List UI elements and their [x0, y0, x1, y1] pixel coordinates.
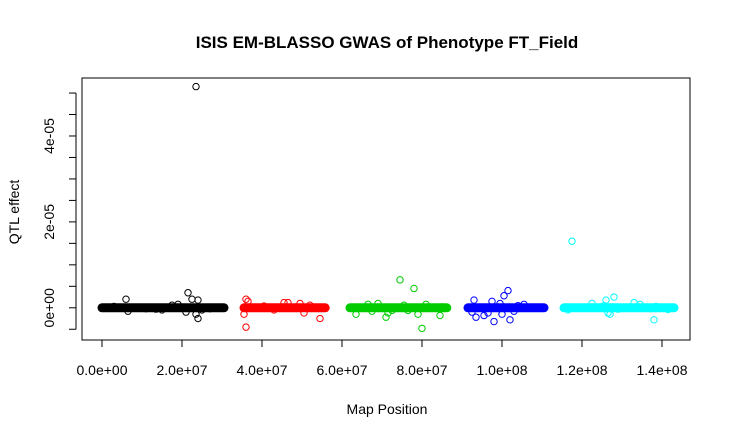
x-axis: 0.0e+00 2.0e+07 4.0e+07 6.0e+07 8.0e+07 1.0e+… — [77, 339, 688, 378]
data-point — [192, 82, 200, 91]
data-point — [122, 295, 130, 303]
data-point — [182, 308, 190, 316]
data-point — [510, 307, 518, 315]
data-point — [520, 300, 528, 309]
data-point — [472, 313, 480, 321]
data-point — [652, 302, 660, 311]
y-tick-label: 4e-05 — [41, 118, 57, 154]
x-tick-label: 1.0e+08 — [477, 362, 528, 378]
data-point — [610, 293, 618, 301]
data-point — [242, 295, 250, 303]
data-point — [470, 296, 478, 304]
data-point — [270, 306, 278, 314]
data-point — [352, 310, 360, 318]
data-point — [614, 305, 622, 313]
x-tick-label: 2.0e+07 — [157, 362, 208, 378]
data-point — [316, 314, 324, 323]
data-point — [388, 306, 396, 315]
data-point — [382, 313, 390, 321]
data-point — [198, 306, 206, 314]
data-point — [498, 310, 506, 318]
data-point — [384, 309, 392, 317]
data-point — [396, 276, 404, 284]
x-tick-label: 6.0e+07 — [317, 362, 368, 378]
data-points — [110, 82, 672, 333]
data-point — [168, 301, 176, 309]
y-axis-label: QTL effect — [6, 180, 22, 245]
data-point — [480, 311, 488, 320]
data-point — [192, 310, 200, 318]
data-point — [468, 308, 476, 316]
data-point — [422, 300, 430, 309]
data-point — [374, 299, 382, 308]
data-point — [280, 298, 288, 307]
data-point — [306, 301, 314, 309]
data-point — [490, 317, 498, 326]
data-point — [504, 286, 512, 295]
data-point — [240, 310, 248, 318]
y-tick-label: 0e+00 — [41, 288, 57, 328]
data-point — [414, 310, 422, 318]
data-point — [650, 316, 658, 324]
x-tick-label: 1.4e+08 — [637, 362, 688, 378]
data-point — [636, 300, 644, 309]
y-axis: 0e+00 2e-05 4e-05 — [41, 92, 77, 330]
data-point — [436, 311, 444, 320]
data-point — [568, 237, 576, 245]
data-point — [142, 304, 150, 313]
data-point — [604, 309, 612, 317]
chart-title: ISIS EM-BLASSO GWAS of Phenotype FT_Fiel… — [196, 33, 579, 52]
data-point — [588, 299, 596, 308]
data-point — [404, 306, 412, 315]
x-tick-label: 8.0e+07 — [397, 362, 448, 378]
y-tick-label: 2e-05 — [41, 204, 57, 240]
data-point — [158, 306, 166, 314]
data-point — [410, 284, 418, 293]
x-tick-label: 4.0e+07 — [237, 362, 288, 378]
x-tick-label: 1.2e+08 — [557, 362, 608, 378]
data-point — [244, 297, 252, 306]
data-point — [506, 316, 514, 324]
data-point — [300, 309, 308, 317]
data-point — [260, 302, 268, 310]
data-point — [500, 292, 508, 300]
data-point — [194, 296, 202, 304]
x-tick-label: 0.0e+00 — [77, 362, 128, 378]
data-point — [606, 310, 614, 318]
data-point — [364, 300, 372, 309]
data-point — [664, 305, 672, 314]
data-point — [438, 303, 446, 311]
data-point — [194, 314, 202, 323]
data-point — [496, 299, 504, 308]
data-point — [124, 307, 132, 315]
data-point — [564, 306, 572, 314]
data-point — [242, 323, 250, 331]
data-point — [488, 297, 496, 306]
data-point — [284, 298, 292, 307]
x-axis-label: Map Position — [347, 401, 428, 417]
data-point — [296, 299, 304, 308]
data-point — [110, 302, 118, 311]
data-point — [368, 307, 376, 315]
data-point — [206, 304, 214, 313]
data-point — [484, 309, 492, 317]
data-point — [400, 301, 408, 309]
data-point — [184, 289, 192, 297]
data-point — [418, 324, 426, 333]
data-point — [600, 301, 608, 310]
